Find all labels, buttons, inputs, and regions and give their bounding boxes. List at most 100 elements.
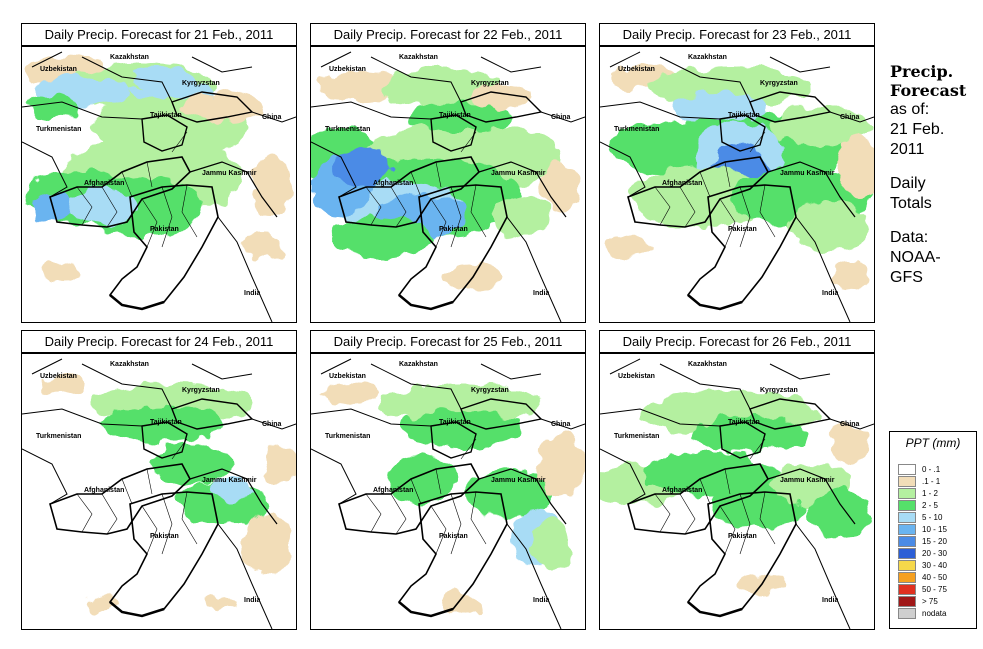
country-border: [659, 363, 751, 410]
country-label-kyrgyzstan: Kyrgyzstan: [471, 387, 509, 394]
precip-area: [132, 67, 192, 87]
legend-title: PPT (mm): [905, 436, 961, 450]
country-label-kyrgyzstan: Kyrgyzstan: [182, 387, 220, 394]
country-label-china: China: [262, 421, 282, 428]
legend-item: 10 - 15: [898, 523, 947, 535]
country-label-jammu-kashmir: Jammu Kashmir: [202, 170, 257, 177]
country-label-afghanistan: Afghanistan: [662, 180, 702, 187]
panel-title: Daily Precip. Forecast for 24 Feb., 2011: [21, 330, 297, 353]
precip-area: [42, 262, 82, 282]
map-labels: Kazakhstan Uzbekistan Kyrgyzstan Tajikistan…: [36, 361, 282, 604]
legend-label: 20 - 30: [922, 548, 947, 558]
country-border: [370, 363, 462, 410]
country-border: [600, 408, 721, 427]
legend-label: 40 - 50: [922, 572, 947, 582]
country-label-china: China: [840, 114, 860, 121]
country-border: [627, 156, 769, 228]
country-border: [627, 463, 769, 535]
legend-item: > 75: [898, 595, 938, 607]
precip-legend: PPT (mm) 0 - .1 .1 - 1 1 - 2 2 - 5 5 - 10 10 …: [889, 431, 977, 629]
country-border: [311, 101, 432, 120]
map-canvas: Kazakhstan Uzbekistan Kyrgyzstan Tajikistan…: [22, 51, 296, 322]
country-border: [767, 468, 856, 525]
info-line: Daily: [890, 175, 926, 192]
country-label-india: India: [244, 597, 260, 604]
country-label-china: China: [551, 421, 571, 428]
country-label-china: China: [551, 114, 571, 121]
map-boundaries: [600, 51, 874, 322]
precip-area: [252, 157, 292, 217]
info-line: Totals: [890, 195, 932, 212]
precip-area: [316, 72, 406, 102]
precip-area: [102, 406, 222, 442]
precip-area: [610, 235, 650, 259]
precip-area: [321, 384, 381, 404]
forecast-map: Kazakhstan Uzbekistan Kyrgyzstan Tajikistan…: [599, 46, 875, 323]
country-label-india: India: [533, 597, 549, 604]
country-border: [795, 523, 851, 629]
legend-label: 1 - 2: [922, 488, 939, 498]
legend-swatch: [898, 463, 916, 475]
precip-area: [790, 202, 870, 252]
country-border: [171, 91, 254, 123]
country-border: [478, 161, 567, 218]
legend-item: 1 - 2: [898, 487, 938, 499]
info-line: Data:: [890, 229, 929, 246]
legend-label: 15 - 20: [922, 536, 947, 546]
map-boundaries: [22, 51, 296, 322]
map-boundaries: [600, 358, 874, 629]
panel-title: Daily Precip. Forecast for 21 Feb., 2011: [21, 23, 297, 46]
forecast-map: Kazakhstan Uzbekistan Kyrgyzstan Tajikistan…: [310, 46, 586, 323]
country-border: [49, 463, 191, 535]
precip-area: [386, 454, 456, 504]
country-label-kazakhstan: Kazakhstan: [399, 54, 438, 61]
legend-label: .1 - 1: [922, 476, 941, 486]
country-border: [600, 141, 646, 198]
precip-area: [830, 262, 870, 292]
legend-swatch: [898, 547, 916, 559]
precip-area: [87, 596, 117, 612]
legend-item: 0 - .1: [898, 463, 940, 475]
country-label-jammu-kashmir: Jammu Kashmir: [202, 477, 257, 484]
country-border: [22, 101, 143, 120]
forecast-panel-2: Daily Precip. Forecast for 22 Feb., 2011…: [310, 23, 586, 323]
country-label-pakistan: Pakistan: [439, 226, 468, 233]
country-label-turkmenistan: Turkmenistan: [325, 433, 370, 440]
country-border: [49, 156, 191, 228]
country-label-kyrgyzstan: Kyrgyzstan: [760, 80, 798, 87]
legend-label: 30 - 40: [922, 560, 947, 570]
legend-label: > 75: [922, 596, 938, 606]
country-border: [251, 111, 296, 123]
country-border: [600, 101, 721, 120]
country-border: [251, 418, 296, 430]
country-label-turkmenistan: Turkmenistan: [36, 433, 81, 440]
precip-area: [466, 469, 556, 519]
country-border: [217, 523, 273, 629]
country-label-kyrgyzstan: Kyrgyzstan: [182, 80, 220, 87]
country-border: [749, 91, 832, 123]
country-border: [478, 468, 567, 525]
country-border: [81, 363, 173, 410]
province-borders: [654, 131, 776, 248]
country-label-india: India: [244, 290, 260, 297]
map-boundaries: [22, 358, 296, 629]
country-label-afghanistan: Afghanistan: [84, 180, 124, 187]
legend-label: 2 - 5: [922, 500, 939, 510]
country-border: [600, 448, 646, 505]
country-label-afghanistan: Afghanistan: [373, 180, 413, 187]
precip-area: [531, 519, 571, 569]
country-label-turkmenistan: Turkmenistan: [614, 126, 659, 133]
precip-area: [242, 232, 282, 262]
country-border: [460, 398, 543, 430]
coastline: [398, 294, 454, 311]
country-label-pakistan: Pakistan: [150, 226, 179, 233]
coastline: [687, 601, 743, 618]
country-border: [609, 51, 831, 73]
forecast-info: Precip. Forecast as of: 21 Feb. 2011 Dai…: [890, 62, 980, 288]
country-label-afghanistan: Afghanistan: [84, 487, 124, 494]
country-border: [141, 421, 188, 459]
country-label-kazakhstan: Kazakhstan: [688, 361, 727, 368]
country-label-tajikistan: Tajikistan: [728, 419, 760, 426]
country-label-turkmenistan: Turkmenistan: [36, 126, 81, 133]
country-label-kazakhstan: Kazakhstan: [110, 54, 149, 61]
